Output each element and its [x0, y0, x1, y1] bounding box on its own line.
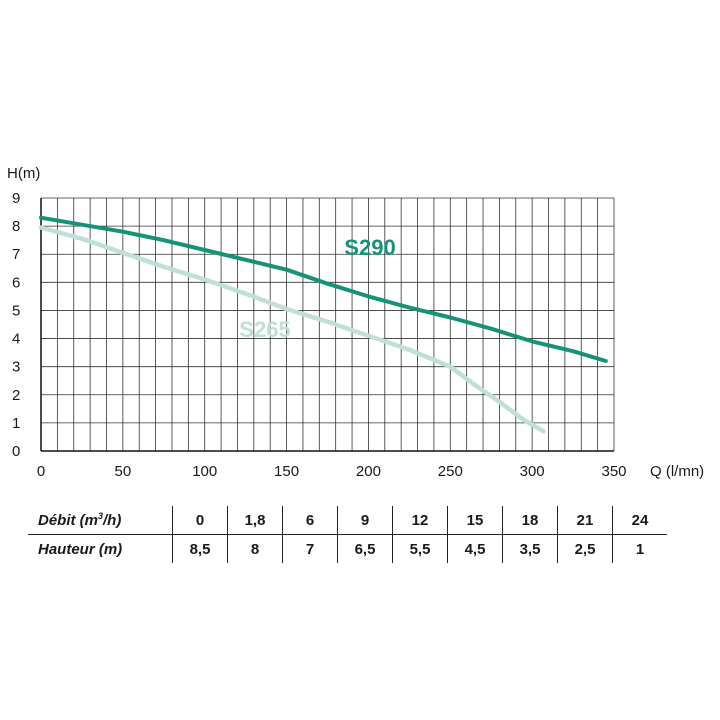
debit-row: Débit (m3/h) 0 1,8 6 9 12 15 18 21 24: [28, 506, 667, 535]
x-tick-label: 350: [601, 463, 626, 480]
hauteur-cell: 4,5: [447, 534, 503, 563]
x-tick-label: 300: [520, 463, 545, 480]
y-tick-label: 1: [12, 415, 20, 432]
debit-cell: 15: [447, 506, 503, 535]
hauteur-cell: 8: [227, 534, 283, 563]
x-tick-label: 150: [274, 463, 299, 480]
debit-cell: 24: [612, 506, 667, 535]
hauteur-cell: 6,5: [337, 534, 393, 563]
y-tick-label: 5: [12, 302, 20, 319]
debit-cell: 9: [337, 506, 393, 535]
y-tick-label: 6: [12, 274, 20, 291]
pump-performance-chart: 0 1 2 3 4 5 6 7 8 9 0 50 100 150 200 250 300 350 S290 S265…: [7, 165, 704, 480]
hauteur-row: Hauteur (m) 8,5 8 7 6,5 5,5 4,5 3,5 2,5 …: [28, 534, 667, 563]
series-label-s290: S290: [344, 235, 395, 260]
y-tick-label: 7: [12, 246, 20, 263]
debit-label: Débit (m: [38, 512, 98, 529]
hauteur-cell: 7: [282, 534, 338, 563]
y-tick-label: 8: [12, 218, 20, 235]
x-tick-label: 100: [192, 463, 217, 480]
series-label-s265: S265: [239, 317, 290, 342]
chart-series-labels: S290 S265: [239, 235, 395, 342]
y-axis-title: H(m): [7, 165, 40, 182]
debit-row-header: Débit (m3/h): [28, 506, 173, 535]
debit-cell: 21: [557, 506, 613, 535]
debit-label-suffix: /h): [103, 512, 122, 529]
debit-cell: 18: [502, 506, 558, 535]
x-tick-label: 50: [115, 463, 132, 480]
debit-cell: 12: [392, 506, 448, 535]
x-tick-label: 0: [37, 463, 45, 480]
chart-grid: [41, 197, 615, 451]
chart-tick-labels: 0 1 2 3 4 5 6 7 8 9 0 50 100 150 200 250 300 350: [12, 190, 627, 480]
debit-label-exponent: 3: [98, 511, 104, 521]
x-axis-title: Q (l/mn): [650, 463, 704, 480]
hauteur-cell: 8,5: [172, 534, 228, 563]
y-tick-label: 0: [12, 443, 20, 460]
y-tick-label: 4: [12, 331, 20, 348]
hauteur-cell: 1: [635, 540, 645, 558]
x-tick-label: 250: [438, 463, 463, 480]
hauteur-cell: 2,5: [557, 534, 613, 563]
hauteur-row-header: Hauteur (m): [28, 534, 173, 563]
debit-cell: 0: [172, 506, 228, 535]
performance-table: Débit (m3/h) 0 1,8 6 9 12 15 18 21 24 Ha…: [28, 506, 667, 563]
y-tick-label: 9: [12, 190, 20, 207]
series-line-s290: [39, 215, 608, 363]
hauteur-cell: 5,5: [392, 534, 448, 563]
debit-cell: 1,8: [227, 506, 283, 535]
y-tick-label: 3: [12, 359, 20, 376]
chart-series: [38, 215, 608, 434]
series-line-s265: [38, 225, 546, 434]
debit-cell: 6: [282, 506, 338, 535]
x-tick-label: 200: [356, 463, 381, 480]
chart-axes: [40, 198, 614, 452]
y-tick-label: 2: [12, 387, 20, 404]
hauteur-cell: 3,5: [502, 534, 558, 563]
